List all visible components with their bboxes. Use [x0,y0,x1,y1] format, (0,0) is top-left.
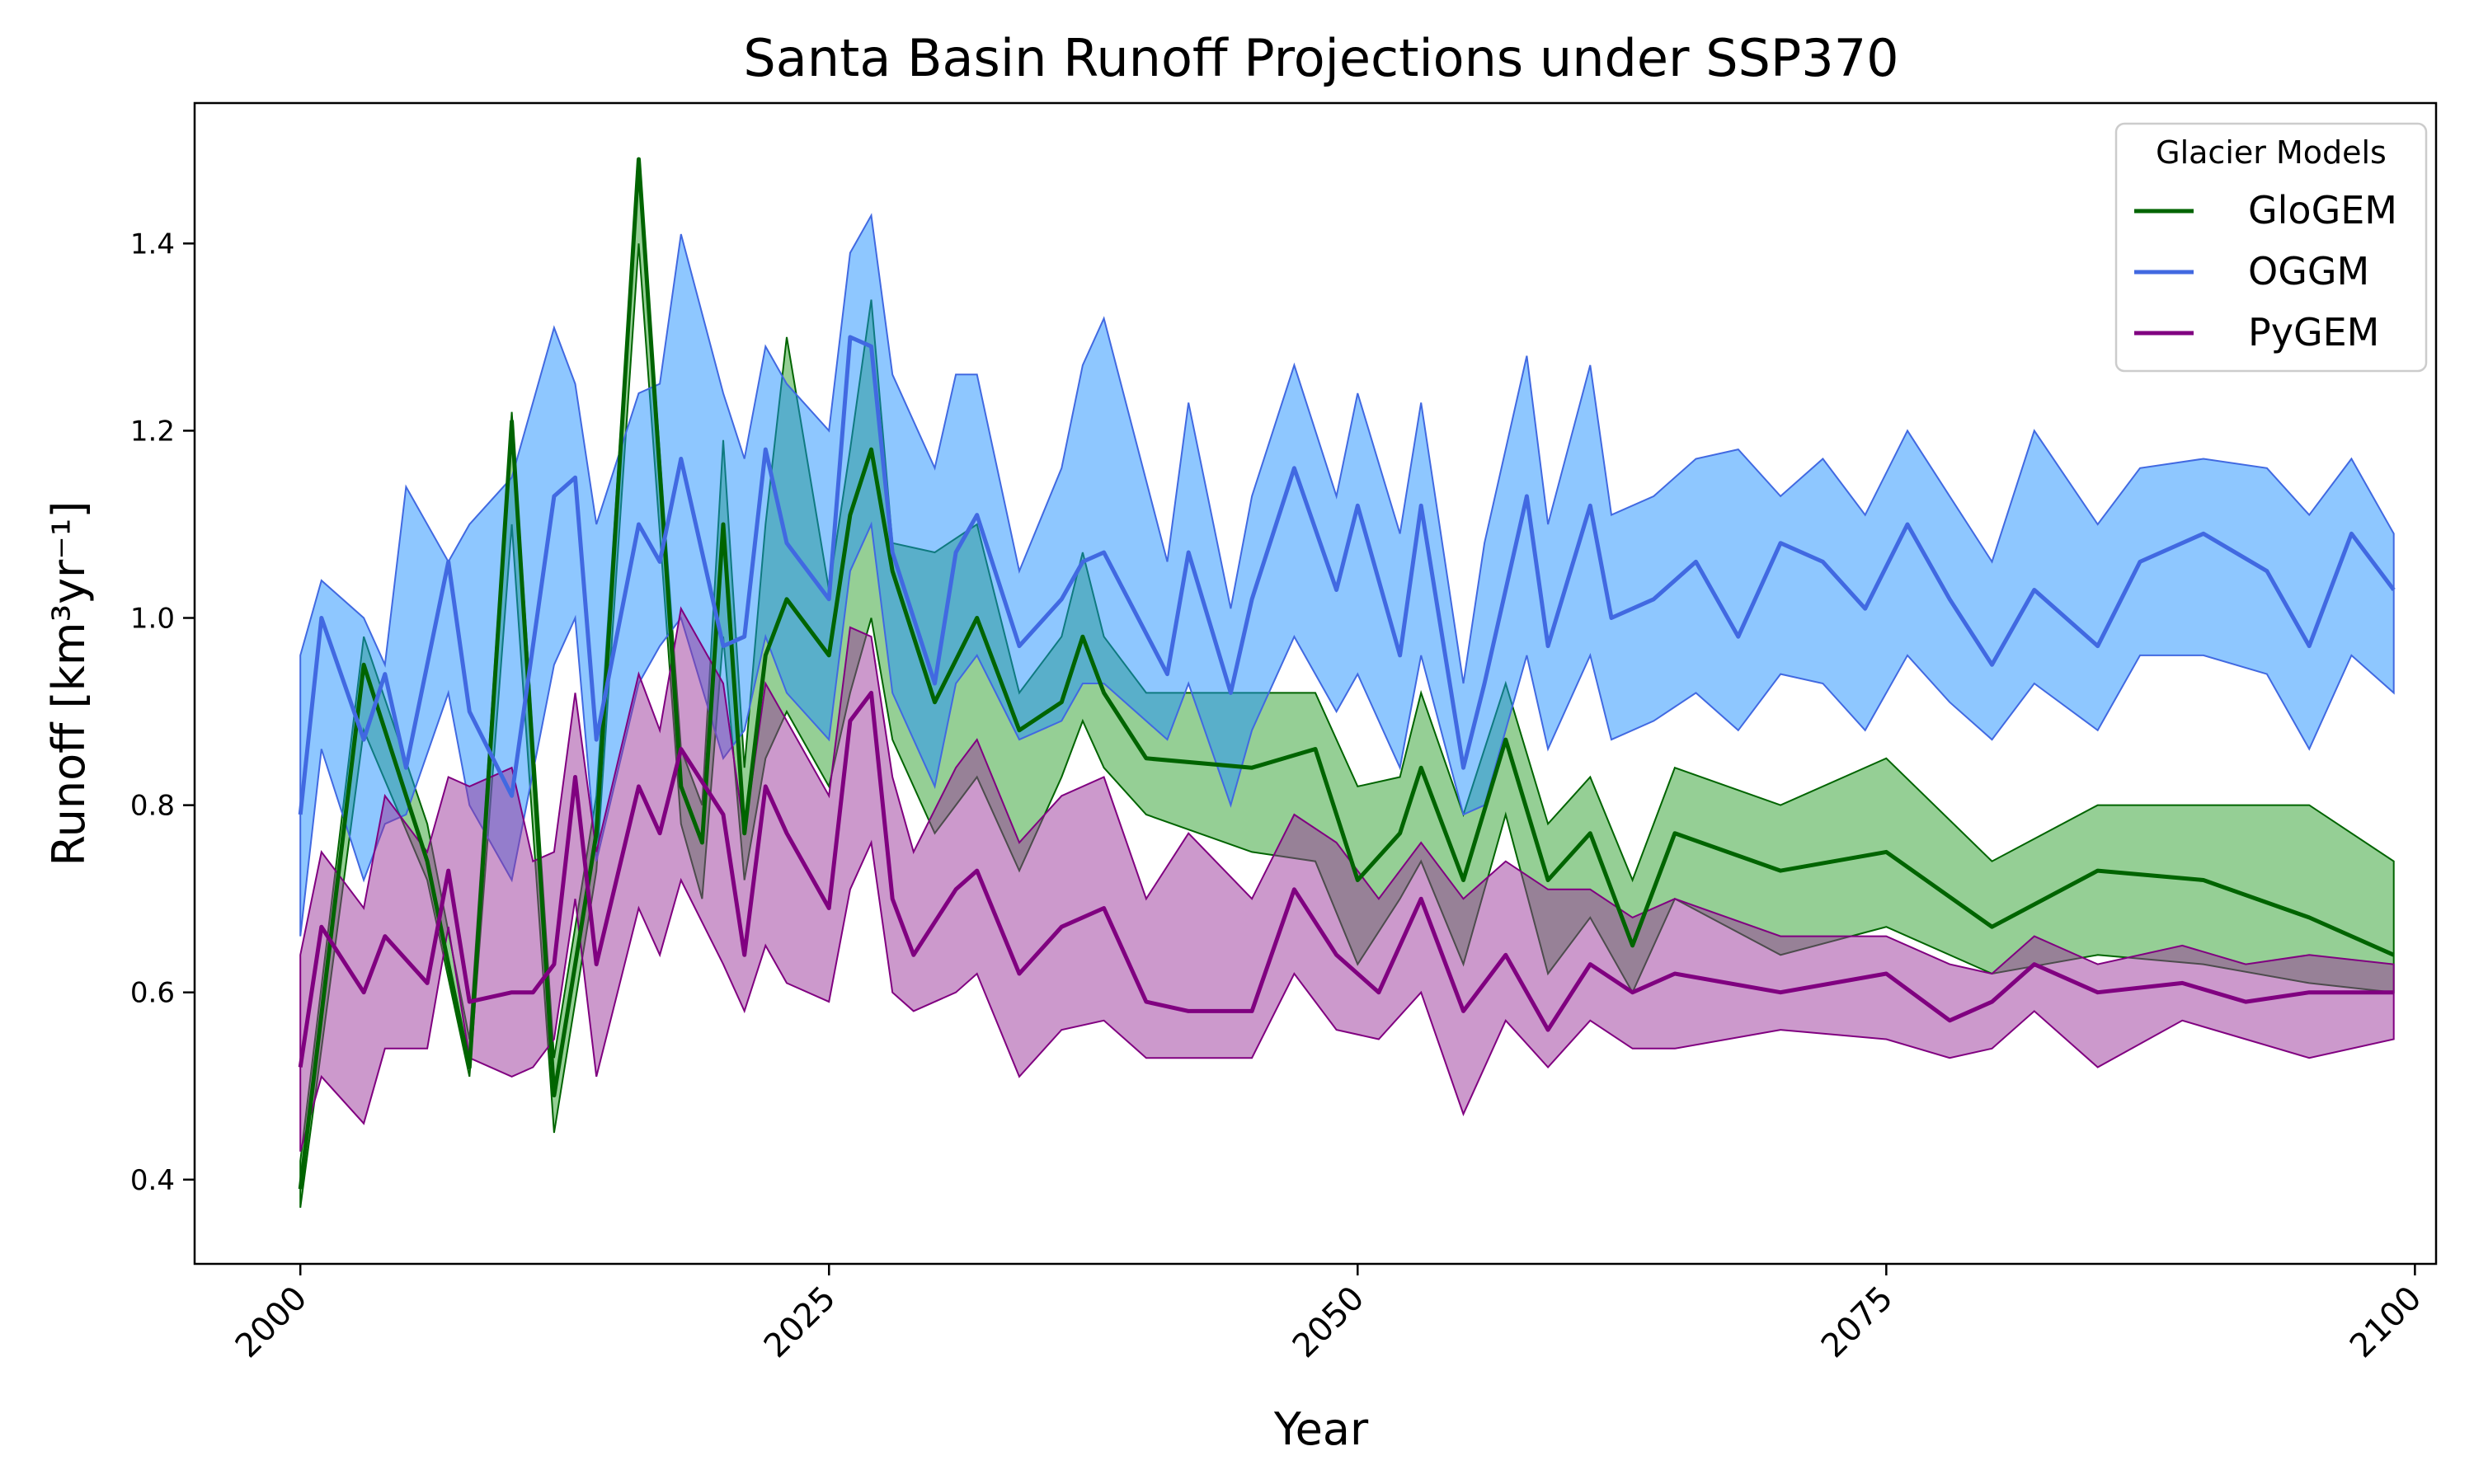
x-axis-label: Year [1273,1403,1369,1455]
y-tick-label: 0.4 [130,1164,175,1197]
legend-label-oggm: OGGM [2248,249,2369,294]
legend-items: GloGEM OGGM PyGEM [2134,188,2397,355]
y-tick-label: 1.4 [130,228,175,261]
pygem-band [299,606,2395,1152]
y-tick-label: 0.6 [130,977,175,1010]
y-tick-label: 1.0 [130,603,175,636]
plot-frame [193,101,2438,1266]
series-lines [298,157,2396,1190]
y-tick-label: 1.2 [130,415,175,448]
pygem-line [298,690,2394,1068]
oggm-line [298,335,2396,815]
oggm-band [299,213,2395,937]
y-axis-ticks: 0.4 0.6 0.8 1.0 1.2 1.4 [130,228,195,1197]
legend-label-pygem: PyGEM [2248,310,2379,355]
y-axis-label: Runoff [km³yr⁻¹] [43,501,95,866]
legend-title: Glacier Models [2156,134,2387,171]
legend: Glacier Models GloGEM OGGM PyGEM [2114,122,2428,373]
legend-label-glogem: GloGEM [2248,188,2397,232]
chart-title: Santa Basin Runoff Projections under SSP… [743,28,1898,88]
legend-box [2114,122,2428,373]
y-tick-label: 0.8 [130,790,175,823]
glogem-line [298,157,2395,1190]
